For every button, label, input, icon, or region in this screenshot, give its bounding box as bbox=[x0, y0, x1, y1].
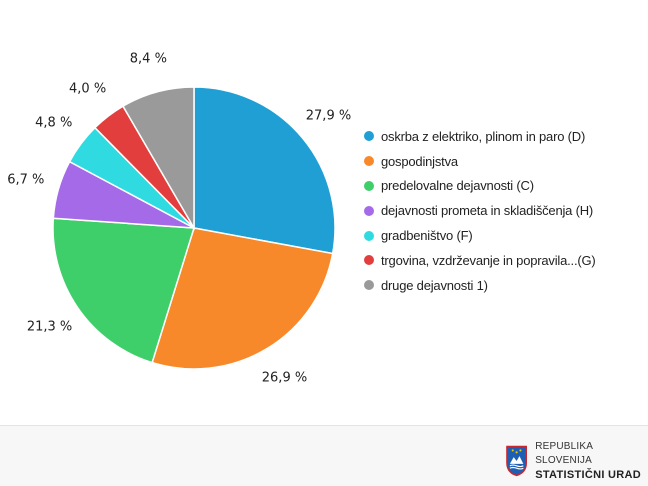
legend-label-3: dejavnosti prometa in skladiščenja (H) bbox=[381, 203, 594, 219]
slice-label-4: 4,8 % bbox=[35, 115, 73, 131]
legend-marker-2 bbox=[364, 180, 374, 191]
legend-label-2: predelovalne dejavnosti (C) bbox=[381, 178, 534, 194]
slice-label-3: 6,7 % bbox=[7, 172, 45, 188]
legend-item-2: predelovalne dejavnosti (C) bbox=[364, 174, 596, 199]
legend-marker-0 bbox=[364, 131, 374, 142]
pie-plot bbox=[52, 86, 336, 370]
logo: REPUBLIKA SLOVENIJA STATISTIČNI URAD bbox=[506, 440, 648, 482]
pie-slice-2 bbox=[52, 217, 195, 364]
legend-label-0: oskrba z elektriko, plinom in paro (D) bbox=[381, 128, 586, 144]
slice-label-5: 4,0 % bbox=[69, 81, 107, 97]
pie-slice-6 bbox=[121, 86, 195, 231]
legend-item-3: dejavnosti prometa in skladiščenja (H) bbox=[364, 198, 596, 223]
slice-label-2: 21,3 % bbox=[26, 319, 73, 335]
logo-line-2: STATISTIČNI URAD bbox=[535, 469, 642, 481]
legend-item-5: trgovina, vzdrževanje in popravila...(G) bbox=[364, 248, 596, 273]
legend-marker-1 bbox=[364, 156, 374, 167]
pie-slice-0 bbox=[193, 86, 336, 255]
legend-item-4: gradbeništvo (F) bbox=[364, 223, 596, 248]
slice-label-6: 8,4 % bbox=[129, 51, 167, 67]
legend-item-6: druge dejavnosti 1) bbox=[364, 273, 596, 298]
logo-line-1: REPUBLIKA SLOVENIJA bbox=[535, 441, 593, 466]
legend: oskrba z elektriko, plinom in paro (D) go… bbox=[364, 124, 596, 298]
legend-marker-6 bbox=[364, 280, 374, 291]
pie-chart: 27,9 % 26,9 % 21,3 % 6,7 % 4,8 % 4,0 % 8,4 % o… bbox=[7, 51, 596, 386]
legend-marker-3 bbox=[364, 205, 374, 216]
slice-label-1: 26,9 % bbox=[261, 370, 308, 386]
legend-label-5: trgovina, vzdrževanje in popravila...(G) bbox=[381, 252, 596, 268]
footer: REPUBLIKA SLOVENIJA STATISTIČNI URAD bbox=[0, 425, 648, 486]
slovenia-crest-icon bbox=[506, 445, 527, 477]
legend-label-4: gradbeništvo (F) bbox=[381, 228, 473, 244]
legend-item-1: gospodinjstva bbox=[364, 149, 596, 174]
slice-label-0: 27,9 % bbox=[305, 108, 352, 124]
legend-label-6: druge dejavnosti 1) bbox=[381, 277, 488, 293]
legend-label-1: gospodinjstva bbox=[381, 153, 458, 169]
legend-marker-5 bbox=[364, 255, 374, 266]
legend-marker-4 bbox=[364, 230, 374, 241]
legend-item-0: oskrba z elektriko, plinom in paro (D) bbox=[364, 124, 596, 149]
pie-slice-1 bbox=[151, 227, 334, 370]
